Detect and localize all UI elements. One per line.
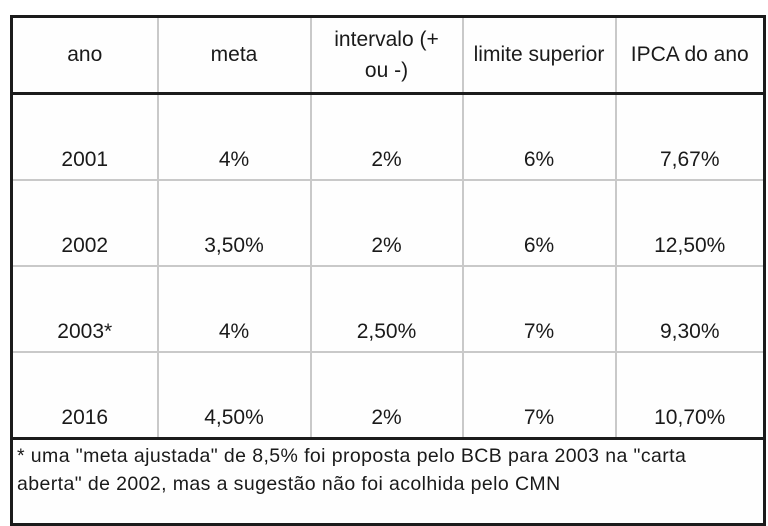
cell-meta: 4% xyxy=(156,265,312,353)
cell-ano: 2001 xyxy=(10,92,159,181)
footnote-row: * uma "meta ajustada" de 8,5% foi propos… xyxy=(12,439,765,525)
cell-ipca: 12,50% xyxy=(614,179,766,267)
cell-intervalo: 2% xyxy=(309,351,464,440)
cell-limite: 6% xyxy=(461,92,617,181)
table-row-2001: 2001 4% 2% 6% 7,67% xyxy=(10,92,766,181)
cell-ipca: 7,67% xyxy=(614,92,766,181)
table-footnote: * uma "meta ajustada" de 8,5% foi propos… xyxy=(17,445,687,495)
table-row-2002: 2002 3,50% 2% 6% 12,50% xyxy=(10,179,766,267)
column-header-ipca-do-ano: IPCA do ano xyxy=(614,16,766,95)
cell-ipca: 9,30% xyxy=(614,265,766,353)
cell-intervalo: 2% xyxy=(309,179,464,267)
inflation-target-table: ano meta intervalo (+ ou -) limite super… xyxy=(10,15,766,526)
cell-limite: 7% xyxy=(461,265,617,353)
cell-ipca: 10,70% xyxy=(614,351,766,440)
table-row-2016: 2016 4,50% 2% 7% 10,70% xyxy=(10,351,766,440)
cell-ano: 2003* xyxy=(10,265,159,353)
column-header-intervalo: intervalo (+ ou -) xyxy=(309,16,464,95)
cell-intervalo: 2% xyxy=(309,92,464,181)
cell-limite: 6% xyxy=(461,179,617,267)
cell-meta: 4,50% xyxy=(156,351,312,440)
inflation-target-table-wrapper: ano meta intervalo (+ ou -) limite super… xyxy=(10,15,766,526)
column-header-meta: meta xyxy=(156,16,312,95)
cell-intervalo: 2,50% xyxy=(309,265,464,353)
table-row-2003: 2003* 4% 2,50% 7% 9,30% xyxy=(10,265,766,353)
cell-ano: 2002 xyxy=(10,179,159,267)
column-header-ano: ano xyxy=(10,16,159,95)
cell-meta: 4% xyxy=(156,92,312,181)
cell-meta: 3,50% xyxy=(156,179,312,267)
header-row: ano meta intervalo (+ ou -) limite super… xyxy=(10,16,766,95)
cell-limite: 7% xyxy=(461,351,617,440)
cell-ano: 2016 xyxy=(10,351,159,440)
column-header-limite-superior: limite superior xyxy=(461,16,617,95)
